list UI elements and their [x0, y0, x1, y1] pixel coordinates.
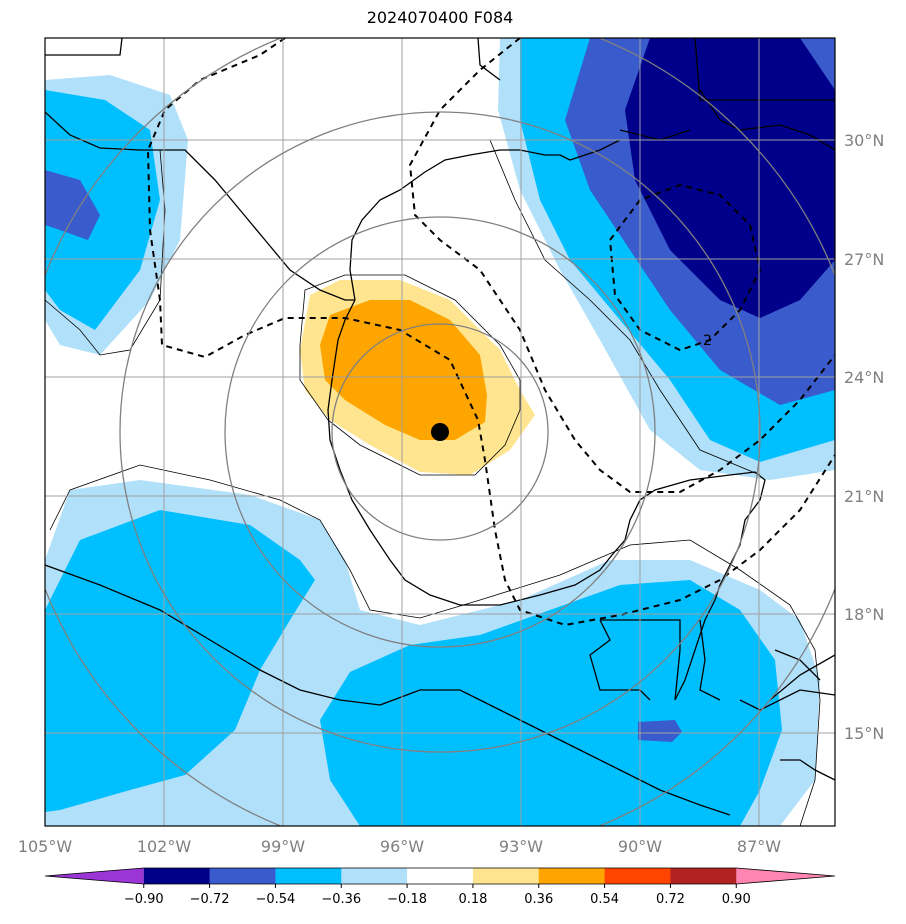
colorbar: −0.90 −0.72 −0.54 −0.36 −0.18 0.18 0.36 0.54 0.7… — [44, 867, 836, 907]
colorbar-swatch — [604, 868, 671, 884]
colorbar-tick-label: 0.36 — [524, 892, 553, 907]
dashed-contours — [146, 38, 835, 627]
colorbar-swatch — [45, 868, 144, 884]
colorbar-swatch — [538, 868, 606, 884]
lat-label: 24°N — [844, 368, 884, 387]
colorbar-tick-label: 0.18 — [458, 892, 487, 907]
colorbar-tick-label: −0.36 — [321, 892, 361, 907]
lat-label: 21°N — [844, 487, 884, 506]
lat-label: 15°N — [844, 724, 884, 743]
shade-ne-dark — [625, 38, 835, 318]
lon-label: 99°W — [261, 837, 305, 856]
map-title: 2024070400 F084 — [366, 8, 514, 27]
lat-labels: 30°N 27°N 24°N 21°N 18°N 15°N — [844, 131, 884, 743]
lon-label: 102°W — [137, 837, 192, 856]
colorbar-tick-label: −0.72 — [190, 892, 230, 907]
lon-label: 93°W — [499, 837, 543, 856]
coastlines — [45, 38, 835, 816]
colorbar-tick-label: 0.90 — [722, 892, 751, 907]
colorbar-swatch — [209, 868, 276, 884]
range-rings — [45, 38, 835, 826]
shade-pos-orange — [320, 300, 487, 440]
colorbar-swatch — [407, 868, 474, 884]
storm-center-marker — [431, 423, 449, 441]
colorbar-swatch — [341, 868, 408, 884]
colorbar-swatch — [143, 868, 211, 884]
lat-label: 18°N — [844, 605, 884, 624]
lon-labels: 105°W 102°W 99°W 96°W 93°W 90°W 87°W — [18, 837, 781, 856]
shade-s-sky2 — [320, 580, 782, 826]
colorbar-tick-label: −0.54 — [255, 892, 295, 907]
shade-s-royal — [638, 720, 682, 742]
map-frame — [44, 37, 836, 827]
lon-label: 96°W — [380, 837, 424, 856]
map-area: 2 — [45, 38, 835, 826]
colorbar-swatch — [670, 868, 737, 884]
lat-label: 27°N — [844, 250, 884, 269]
colorbar-swatch — [275, 868, 342, 884]
thin-contours — [45, 139, 821, 826]
lon-label: 87°W — [737, 837, 781, 856]
lon-label: 90°W — [618, 837, 662, 856]
colorbar-tick-label: −0.18 — [387, 892, 427, 907]
lat-label: 30°N — [844, 131, 884, 150]
colorbar-tick-label: −0.90 — [124, 892, 164, 907]
colorbar-swatch — [736, 868, 835, 884]
shade-nw-royal — [45, 170, 100, 240]
colorbar-tick-label: 0.54 — [590, 892, 619, 907]
contour-label: 2 — [703, 333, 712, 349]
colorbar-swatch — [472, 868, 540, 884]
lon-label: 105°W — [18, 837, 73, 856]
colorbar-tick-label: 0.72 — [656, 892, 685, 907]
shade-s-sky — [45, 510, 315, 812]
